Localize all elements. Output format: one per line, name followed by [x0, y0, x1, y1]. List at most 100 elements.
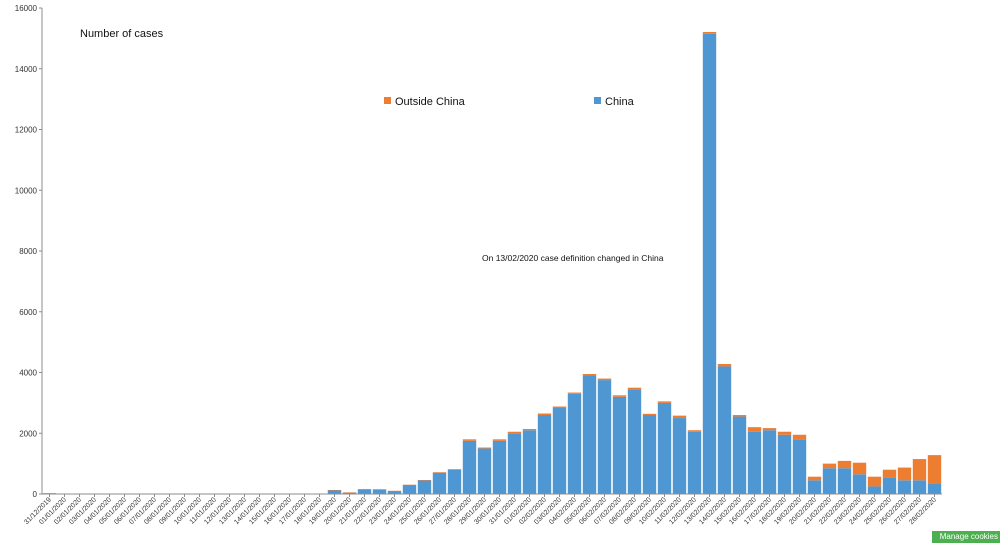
bar-china — [342, 492, 357, 494]
bar-outside-china — [402, 484, 417, 486]
bar-outside-china — [417, 480, 432, 481]
bar-outside-china — [837, 460, 852, 469]
bar-outside-china — [807, 476, 822, 481]
bar-outside-china — [732, 415, 747, 417]
bar-china — [402, 484, 417, 494]
bar-china — [927, 483, 942, 494]
bar-china — [867, 486, 882, 494]
bar-outside-china — [462, 439, 477, 441]
bar-china — [657, 402, 672, 494]
bar-outside-china — [822, 463, 837, 469]
bar-china — [567, 393, 582, 494]
bar-outside-china — [357, 489, 372, 490]
bar-china — [372, 489, 387, 494]
bar-outside-china — [912, 459, 927, 481]
chart-title: Number of cases — [80, 28, 164, 40]
bar-china — [702, 33, 717, 494]
bar-china — [537, 415, 552, 494]
legend-swatch-china — [594, 97, 601, 104]
y-tick-label: 6000 — [19, 308, 37, 317]
y-tick-label: 12000 — [15, 126, 38, 135]
bar-outside-china — [372, 489, 387, 490]
bar-outside-china — [492, 439, 507, 441]
bar-outside-china — [792, 434, 807, 440]
x-axis: 31/12/201901/01/202002/01/202003/01/2020… — [23, 493, 942, 526]
y-tick-label: 16000 — [15, 4, 38, 13]
bar-outside-china — [567, 392, 582, 394]
bar-china — [462, 440, 477, 494]
bar-china — [492, 440, 507, 494]
bar-china — [777, 434, 792, 494]
bar-china — [762, 430, 777, 494]
bar-outside-china — [597, 378, 612, 381]
bar-china — [417, 480, 432, 494]
bar-china — [717, 366, 732, 494]
bar-china — [582, 375, 597, 494]
legend-swatch-outside-china — [384, 97, 391, 104]
y-tick-label: 2000 — [19, 429, 37, 438]
bar-outside-china — [642, 413, 657, 416]
bar-outside-china — [342, 492, 357, 493]
bar-china — [552, 407, 567, 494]
bar-outside-china — [447, 469, 462, 470]
bar-outside-china — [612, 395, 627, 397]
bar-china — [897, 480, 912, 494]
y-tick-label: 10000 — [15, 186, 38, 195]
bar-outside-china — [882, 469, 897, 478]
bar-outside-china — [687, 430, 702, 432]
bar-china — [507, 433, 522, 494]
y-tick-label: 14000 — [15, 65, 38, 74]
bar-outside-china — [522, 428, 537, 431]
bar-china — [447, 469, 462, 494]
bar-outside-china — [897, 467, 912, 481]
bar-outside-china — [327, 489, 342, 491]
bar-china — [672, 418, 687, 494]
bar-outside-china — [852, 462, 867, 475]
y-tick-label: 8000 — [19, 247, 37, 256]
bar-outside-china — [717, 363, 732, 367]
bar-outside-china — [867, 476, 882, 487]
bar-china — [882, 477, 897, 494]
bar-china — [627, 389, 642, 494]
bar-china — [597, 380, 612, 494]
bar-outside-china — [762, 428, 777, 431]
bar-outside-china — [627, 387, 642, 390]
bar-outside-china — [432, 472, 447, 473]
bar-china — [747, 431, 762, 494]
bar-china — [852, 474, 867, 494]
bar-china — [357, 489, 372, 494]
bar-outside-china — [507, 431, 522, 434]
bar-outside-china — [552, 406, 567, 408]
bar-china — [642, 415, 657, 494]
legend: Outside China China — [384, 96, 635, 108]
bar-china — [612, 396, 627, 494]
bar-outside-china — [927, 455, 942, 484]
bar-outside-china — [387, 490, 402, 492]
manage-cookies-button[interactable]: Manage cookies — [932, 531, 1000, 543]
bars — [42, 31, 942, 494]
y-tick-label: 0 — [33, 490, 38, 499]
bar-outside-china — [747, 427, 762, 432]
bar-china — [327, 490, 342, 494]
bar-outside-china — [672, 415, 687, 419]
bar-china — [432, 472, 447, 494]
bar-outside-china — [582, 374, 597, 376]
bar-china — [522, 430, 537, 494]
y-axis: 0 2000 4000 6000 8000 10000 12000 14000 16000 — [15, 4, 43, 499]
bar-china — [477, 448, 492, 494]
bar-china — [912, 480, 927, 494]
bar-china — [732, 416, 747, 494]
bar-china — [387, 490, 402, 494]
case-definition-annotation: On 13/02/2020 case definition changed in… — [482, 253, 664, 263]
y-tick-label: 4000 — [19, 369, 37, 378]
bar-china — [792, 439, 807, 494]
bar-china — [687, 431, 702, 494]
legend-label-china: China — [605, 96, 635, 108]
bar-outside-china — [702, 31, 717, 34]
bar-outside-china — [777, 431, 792, 435]
bar-outside-china — [537, 413, 552, 416]
bar-outside-china — [477, 447, 492, 449]
bar-outside-china — [657, 401, 672, 403]
bar-china — [807, 480, 822, 494]
